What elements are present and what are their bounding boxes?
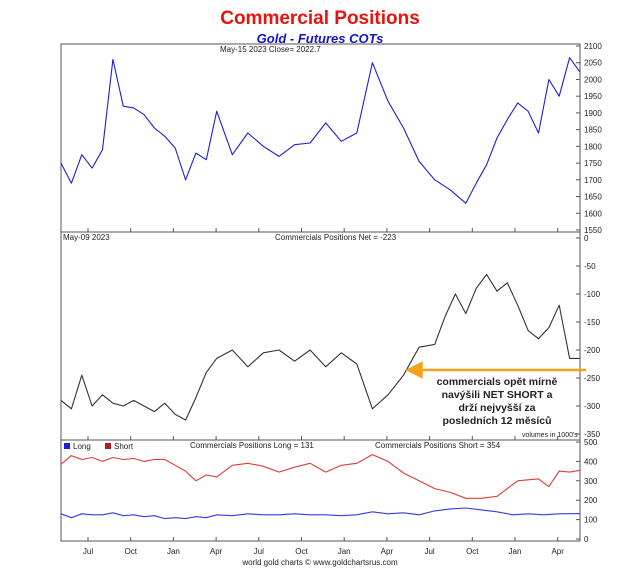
x-tick-label: Jul: [83, 547, 93, 556]
series-line-net: [60, 273, 580, 421]
annotation-line-3: drží nejvyšší za: [458, 402, 535, 414]
x-tick-label: Jul: [424, 547, 434, 556]
y-tick-label: 1650: [584, 193, 602, 202]
y-tick-label: -100: [584, 290, 601, 299]
legend-long-swatch: [64, 443, 70, 449]
price-panel-frame: [60, 43, 581, 233]
y-tick-label: 200: [584, 496, 598, 505]
y-tick-label: 1550: [584, 226, 602, 235]
y-tick-label: -150: [584, 318, 601, 327]
annotation-line-1: commercials opět mírně: [437, 376, 558, 388]
x-tick-label: Jan: [509, 547, 522, 556]
series-line-short: [60, 454, 581, 499]
y-tick-label: 500: [584, 438, 598, 447]
y-tick-label: 1900: [584, 109, 602, 118]
y-tick-label: 400: [584, 457, 598, 466]
y-tick-label: 1750: [584, 159, 602, 168]
y-tick-label: -200: [584, 346, 601, 355]
y-tick-label: 1700: [584, 176, 602, 185]
y-tick-label: 1850: [584, 126, 602, 135]
x-tick-label: Oct: [295, 547, 308, 556]
x-tick-label: Jan: [167, 547, 180, 556]
y-tick-label: 100: [584, 516, 598, 525]
y-tick-label: 1600: [584, 209, 602, 218]
x-tick-label: Apr: [381, 547, 394, 556]
net-panel-frame: [60, 231, 581, 441]
x-tick-label: Apr: [551, 547, 564, 556]
y-tick-label: -350: [584, 430, 601, 439]
annotation-line-4: posledních 12 měsíců: [442, 415, 551, 427]
legend-short-label: Short: [114, 442, 134, 451]
series-line-gold-price: [60, 57, 581, 204]
volume-note: volumes in 1000's: [522, 432, 578, 439]
x-tick-label: Apr: [210, 547, 223, 556]
x-tick-label: Jan: [338, 547, 351, 556]
y-tick-label: 1950: [584, 92, 602, 101]
long-panel-title: Commercials Positions Long = 131: [190, 441, 314, 450]
y-tick-label: -50: [584, 262, 596, 271]
longshort-panel-frame: [60, 439, 581, 542]
series-line-long: [60, 507, 581, 520]
y-tick-label: 2000: [584, 75, 602, 84]
y-tick-label: -250: [584, 374, 601, 383]
short-panel-title: Commercials Positions Short = 354: [375, 441, 501, 450]
footer-credit: world gold charts © www.goldchartsrus.co…: [241, 558, 398, 567]
net-header-date: May-09 2023: [63, 233, 110, 242]
chart-title: Commercial Positions: [220, 8, 420, 29]
legend-short-swatch: [105, 443, 111, 449]
net-panel-title: Commercials Positions Net = -223: [275, 233, 397, 242]
y-tick-label: -300: [584, 402, 601, 411]
price-header-note: May-15 2023 Close= 2022.7: [220, 45, 321, 54]
legend-long-label: Long: [73, 442, 91, 451]
y-tick-label: 300: [584, 477, 598, 486]
x-tick-label: Oct: [124, 547, 137, 556]
x-tick-label: Oct: [466, 547, 479, 556]
y-tick-label: 2050: [584, 59, 602, 68]
x-tick-label: Jul: [254, 547, 264, 556]
y-tick-label: 2100: [584, 42, 602, 51]
y-tick-label: 0: [584, 535, 589, 544]
chart-subtitle: Gold - Futures COTs: [256, 31, 384, 46]
y-tick-label: 1800: [584, 142, 602, 151]
annotation-line-2: navýšili NET SHORT a: [442, 389, 553, 401]
y-tick-label: 0: [584, 234, 589, 243]
